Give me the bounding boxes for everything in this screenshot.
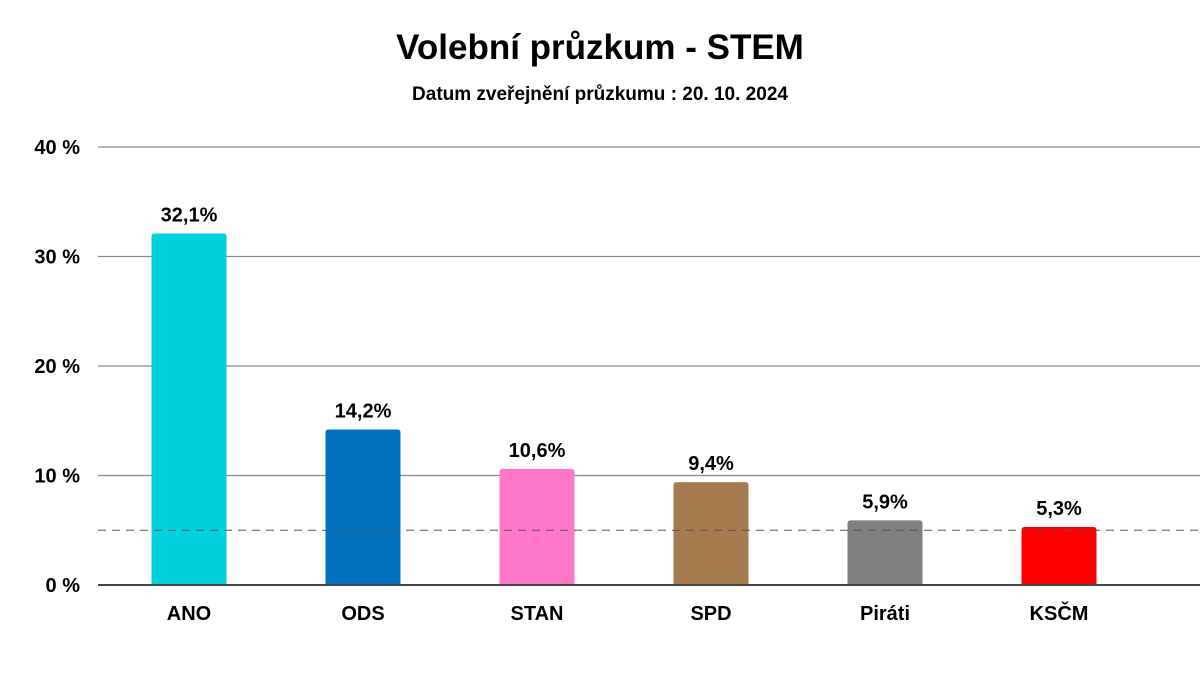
- bar-spd: [673, 482, 749, 585]
- chart-title: Volební průzkum - STEM: [396, 28, 804, 67]
- data-label: 5,9%: [862, 491, 908, 513]
- bar-ano: [151, 233, 227, 585]
- data-label: 10,6%: [509, 440, 566, 462]
- y-tick-label: 30 %: [34, 247, 80, 269]
- bar-ksčm: [1021, 526, 1097, 585]
- y-tick-label: 40 %: [34, 137, 80, 159]
- x-category-label: ANO: [167, 603, 211, 625]
- y-tick-label: 0 %: [46, 575, 81, 597]
- x-category-label: SPD: [690, 603, 731, 625]
- chart-subtitle: Datum zveřejnění průzkumu : 20. 10. 2024: [412, 84, 788, 105]
- x-category-label: KSČM: [1030, 601, 1089, 625]
- data-label: 5,3%: [1036, 498, 1082, 520]
- data-label: 32,1%: [161, 205, 218, 227]
- x-category-label: Piráti: [860, 603, 910, 625]
- bar-ods: [325, 429, 401, 585]
- x-category-label: ODS: [341, 603, 384, 625]
- bar-stan: [499, 468, 575, 585]
- y-tick-label: 10 %: [34, 466, 80, 488]
- y-tick-label: 20 %: [34, 356, 80, 378]
- data-label: 14,2%: [335, 401, 392, 423]
- data-label: 9,4%: [688, 453, 734, 475]
- bar-piráti: [847, 520, 923, 585]
- x-category-label: STAN: [511, 603, 564, 625]
